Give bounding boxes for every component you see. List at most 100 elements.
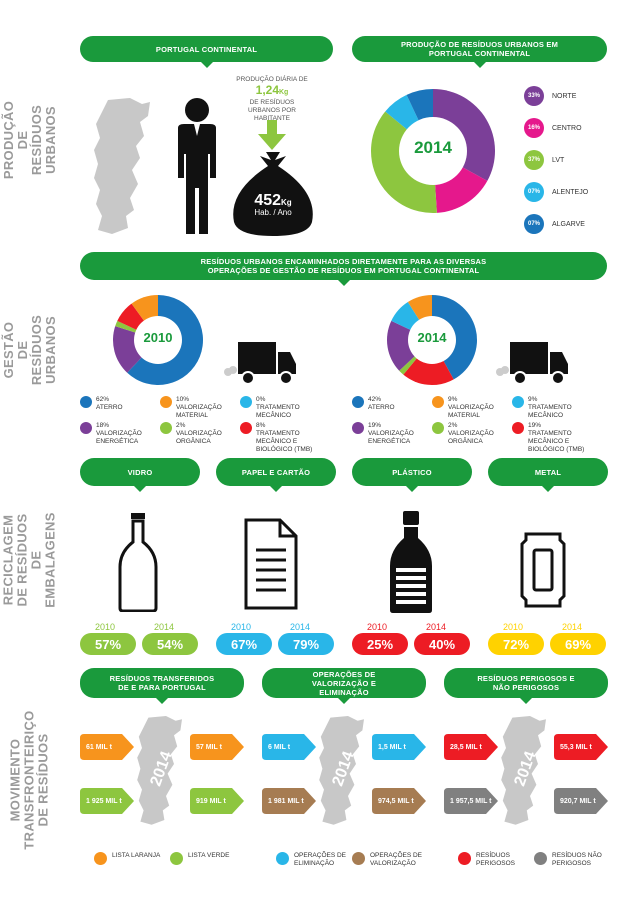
legend-pct: 9% bbox=[448, 396, 458, 403]
flow-arrow: 6 MIL t bbox=[262, 734, 316, 760]
legend-label: TRATAMENTO MECÂNICO bbox=[256, 404, 300, 419]
legend-label: TRATAMENTO MECÂNICO bbox=[528, 404, 572, 419]
truck-icon-2 bbox=[496, 342, 568, 385]
legend-dot bbox=[94, 852, 107, 865]
trash-bag-icon bbox=[233, 152, 313, 236]
legend-label: VALORIZAÇÃO ENERGÉTICA bbox=[96, 430, 142, 445]
legend-pct: 19% bbox=[528, 422, 542, 429]
legend-dot bbox=[170, 852, 183, 865]
rate-2014: 69% bbox=[550, 633, 606, 655]
legend-item: 2% VALORIZAÇÃO ORGÂNICA bbox=[448, 422, 510, 446]
portugal-map-icon bbox=[134, 716, 190, 828]
legend-dot bbox=[432, 422, 444, 434]
glass-bottle-icon bbox=[118, 513, 158, 612]
daily-production-label: PRODUÇÃO DIÁRIA DE 1,24Kg DE RESÍDUOS UR… bbox=[236, 76, 308, 122]
legend-pct: 9% bbox=[528, 396, 538, 403]
region-pct-badge: 07% bbox=[524, 214, 544, 234]
legend-pct: 2% bbox=[176, 422, 186, 429]
legend-label: VALORIZAÇÃO ORGÂNICA bbox=[448, 430, 494, 445]
flow-arrow: 57 MIL t bbox=[190, 734, 244, 760]
legend-label: VALORIZAÇÃO ORGÂNICA bbox=[176, 430, 222, 445]
legend-pct: 19% bbox=[368, 422, 382, 429]
legend-label: TRATAMENTO MECÂNICO E BIOLÓGICO (TMB) bbox=[256, 430, 313, 453]
section-label-producao: PRODUÇÃO DE RESÍDUOS URBANOS bbox=[1, 100, 58, 180]
rate-2010: 67% bbox=[216, 633, 272, 655]
banner-portugal-continental: PORTUGAL CONTINENTAL bbox=[80, 36, 333, 68]
legend-dot bbox=[352, 422, 364, 434]
year-label-2014: 2014 bbox=[153, 622, 175, 632]
legend-label: RESÍDUOS PERIGOSOS bbox=[476, 852, 516, 867]
legend-dot bbox=[432, 396, 444, 408]
legend-label: VALORIZAÇÃO MATERIAL bbox=[176, 404, 222, 419]
section-label-movimento: MOVIMENTO TRANSFRONTEIRIÇO DE RESÍDUOS bbox=[8, 710, 51, 850]
legend-item: 18% VALORIZAÇÃO ENERGÉTICA bbox=[96, 422, 158, 446]
flow-arrow: 55,3 MIL t bbox=[554, 734, 608, 760]
region-pct-badge: 16% bbox=[524, 118, 544, 138]
legend-pct: 2% bbox=[448, 422, 458, 429]
material-banner: PLÁSTICO bbox=[352, 458, 472, 492]
region-label: LVT bbox=[552, 157, 565, 164]
flow-arrow: 1 981 MIL t bbox=[262, 788, 316, 814]
legend-dot bbox=[512, 422, 524, 434]
flow-arrow: 920,7 MIL t bbox=[554, 788, 608, 814]
truck-icon bbox=[224, 342, 296, 385]
legend-label: VALORIZAÇÃO ENERGÉTICA bbox=[368, 430, 414, 445]
portugal-map-icon bbox=[94, 98, 150, 234]
region-pct-badge: 37% bbox=[524, 150, 544, 170]
region-pct-badge: 07% bbox=[524, 182, 544, 202]
legend-dot bbox=[352, 396, 364, 408]
donut-2010-year: 2010 bbox=[143, 330, 173, 345]
flow-arrow: 1 925 MIL t bbox=[80, 788, 134, 814]
year-label-2010: 2010 bbox=[366, 622, 388, 632]
material-banner: VIDRO bbox=[80, 458, 200, 492]
flow-arrow: 1,5 MIL t bbox=[372, 734, 426, 760]
region-pct-badge: 33% bbox=[524, 86, 544, 106]
region-label: ALGARVE bbox=[552, 221, 585, 228]
material-banner: PAPEL E CARTÃO bbox=[216, 458, 336, 492]
flow-arrow: 1 957,5 MIL t bbox=[444, 788, 498, 814]
legend-label: OPERAÇÕES DE ELIMINAÇÃO bbox=[294, 852, 347, 867]
legend-item: 9% TRATAMENTO MECÂNICO bbox=[528, 396, 590, 420]
legend-pct: 0% bbox=[256, 396, 266, 403]
section-label-gestao: GESTÃO DE RESÍDUOS URBANOS bbox=[1, 314, 59, 386]
legend-label: OPERAÇÕES DE VALORIZAÇÃO bbox=[370, 852, 423, 867]
donut-2010-chart bbox=[113, 295, 203, 385]
donut-2014-year: 2014 bbox=[417, 330, 447, 345]
rate-2010: 57% bbox=[80, 633, 136, 655]
movimento-banner: RESÍDUOS PERIGOSOS E NÃO PERIGOSOS bbox=[444, 668, 608, 704]
legend-item: 10% VALORIZAÇÃO MATERIAL bbox=[176, 396, 238, 420]
legend-item: 8% TRATAMENTO MECÂNICO E BIOLÓGICO (TMB) bbox=[256, 422, 318, 454]
legend-dot bbox=[458, 852, 471, 865]
rate-2014: 79% bbox=[278, 633, 334, 655]
plastic-bottle-icon bbox=[390, 511, 432, 613]
year-label-2010: 2010 bbox=[94, 622, 116, 632]
legend-dot bbox=[534, 852, 547, 865]
legend-item: 9% VALORIZAÇÃO MATERIAL bbox=[448, 396, 510, 420]
legend-label: LISTA VERDE bbox=[188, 852, 230, 859]
legend-pct: 42% bbox=[368, 396, 382, 403]
movimento-banner: RESÍDUOS TRANSFERIDOS DE E PARA PORTUGAL bbox=[80, 668, 244, 704]
legend-dot bbox=[352, 852, 365, 865]
metal-can-icon bbox=[520, 532, 566, 608]
rate-2010: 25% bbox=[352, 633, 408, 655]
legend-dot bbox=[160, 396, 172, 408]
legend-pct: 18% bbox=[96, 422, 110, 429]
flow-arrow: 61 MIL t bbox=[80, 734, 134, 760]
region-label: ALENTEJO bbox=[552, 189, 589, 196]
legend-dot bbox=[160, 422, 172, 434]
legend-label: VALORIZAÇÃO MATERIAL bbox=[448, 404, 494, 419]
regions-donut-year: 2014 bbox=[414, 138, 452, 157]
legend-label: RESÍDUOS NÃO PERIGOSOS bbox=[552, 852, 602, 867]
portugal-map-icon bbox=[316, 716, 372, 828]
rate-2014: 40% bbox=[414, 633, 470, 655]
legend-dot bbox=[512, 396, 524, 408]
legend-label: ATERRO bbox=[96, 404, 123, 411]
legend-item: 42% ATERRO bbox=[368, 396, 430, 412]
regions-donut-chart bbox=[371, 89, 495, 213]
region-label: CENTRO bbox=[552, 125, 582, 132]
paper-document-icon bbox=[244, 518, 298, 610]
legend-dot bbox=[240, 396, 252, 408]
flow-arrow: 28,5 MIL t bbox=[444, 734, 498, 760]
legend-dot bbox=[276, 852, 289, 865]
flow-arrow: 919 MIL t bbox=[190, 788, 244, 814]
